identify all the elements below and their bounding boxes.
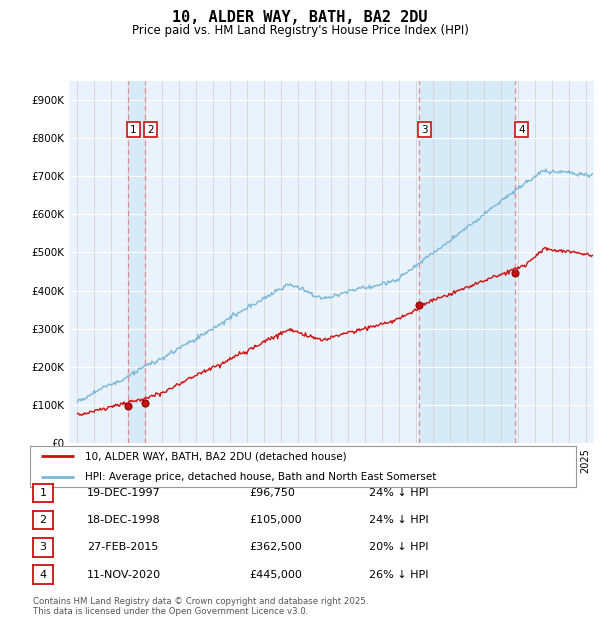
Text: 11-NOV-2020: 11-NOV-2020	[87, 570, 161, 580]
Text: 2: 2	[147, 125, 154, 135]
Bar	[419, 81, 515, 443]
Text: £362,500: £362,500	[249, 542, 302, 552]
Text: £96,750: £96,750	[249, 488, 295, 498]
Text: 18-DEC-1998: 18-DEC-1998	[87, 515, 161, 525]
Text: 4: 4	[518, 125, 524, 135]
Text: £445,000: £445,000	[249, 570, 302, 580]
Text: 10, ALDER WAY, BATH, BA2 2DU: 10, ALDER WAY, BATH, BA2 2DU	[172, 10, 428, 25]
Bar	[128, 81, 145, 443]
Text: 3: 3	[421, 125, 428, 135]
Text: 19-DEC-1997: 19-DEC-1997	[87, 488, 161, 498]
Text: £105,000: £105,000	[249, 515, 302, 525]
Text: 3: 3	[40, 542, 46, 552]
Text: 24% ↓ HPI: 24% ↓ HPI	[369, 515, 428, 525]
Text: 24% ↓ HPI: 24% ↓ HPI	[369, 488, 428, 498]
Text: 1: 1	[40, 488, 46, 498]
Text: HPI: Average price, detached house, Bath and North East Somerset: HPI: Average price, detached house, Bath…	[85, 472, 436, 482]
Text: 20% ↓ HPI: 20% ↓ HPI	[369, 542, 428, 552]
Text: Price paid vs. HM Land Registry's House Price Index (HPI): Price paid vs. HM Land Registry's House …	[131, 24, 469, 37]
Text: Contains HM Land Registry data © Crown copyright and database right 2025.: Contains HM Land Registry data © Crown c…	[33, 597, 368, 606]
Text: 26% ↓ HPI: 26% ↓ HPI	[369, 570, 428, 580]
Text: This data is licensed under the Open Government Licence v3.0.: This data is licensed under the Open Gov…	[33, 607, 308, 616]
Text: 27-FEB-2015: 27-FEB-2015	[87, 542, 158, 552]
Text: 1: 1	[130, 125, 137, 135]
Text: 2: 2	[40, 515, 46, 525]
Text: 4: 4	[40, 570, 46, 580]
Text: 10, ALDER WAY, BATH, BA2 2DU (detached house): 10, ALDER WAY, BATH, BA2 2DU (detached h…	[85, 451, 346, 461]
